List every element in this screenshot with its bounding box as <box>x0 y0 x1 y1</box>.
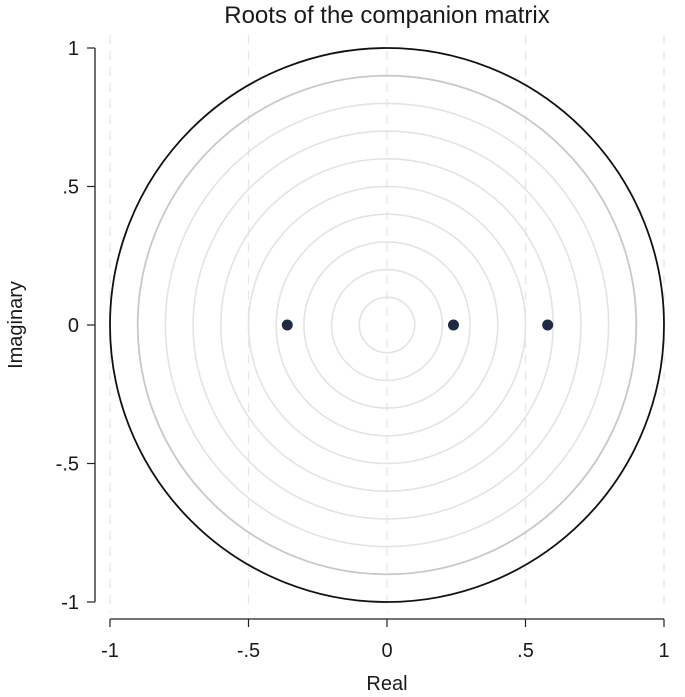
x-tick-label: .5 <box>517 640 534 662</box>
reference-circle <box>164 102 610 548</box>
reference-circle <box>192 130 582 520</box>
reference-circle <box>136 74 638 576</box>
root-point <box>281 319 293 331</box>
y-axis-title: Imaginary <box>5 281 27 369</box>
x-tick-label: -.5 <box>237 640 260 662</box>
root-point <box>447 319 459 331</box>
x-axis-ticks: -1 -.5 0 .5 1 <box>101 619 670 662</box>
y-tick-label: .5 <box>62 177 79 199</box>
y-axis-ticks: -1 -.5 0 .5 1 <box>56 38 95 614</box>
reference-circle <box>330 268 444 382</box>
unit-circle <box>109 47 665 603</box>
x-tick-label: -1 <box>101 640 119 662</box>
reference-circle <box>303 241 471 409</box>
y-tick-label: 1 <box>68 38 79 60</box>
y-tick-label: 0 <box>68 315 79 337</box>
reference-circle <box>358 296 416 354</box>
x-tick-label: 1 <box>658 640 669 662</box>
y-tick-label: -1 <box>61 592 79 614</box>
y-tick-label: -.5 <box>56 454 79 476</box>
x-tick-label: 0 <box>381 640 392 662</box>
reference-circle <box>247 185 527 465</box>
chart-title: Roots of the companion matrix <box>224 2 550 29</box>
x-axis-title: Real <box>366 673 407 695</box>
root-point <box>542 319 554 331</box>
reference-circle <box>220 158 554 492</box>
plot-area <box>109 35 665 612</box>
reference-circle <box>275 213 499 437</box>
